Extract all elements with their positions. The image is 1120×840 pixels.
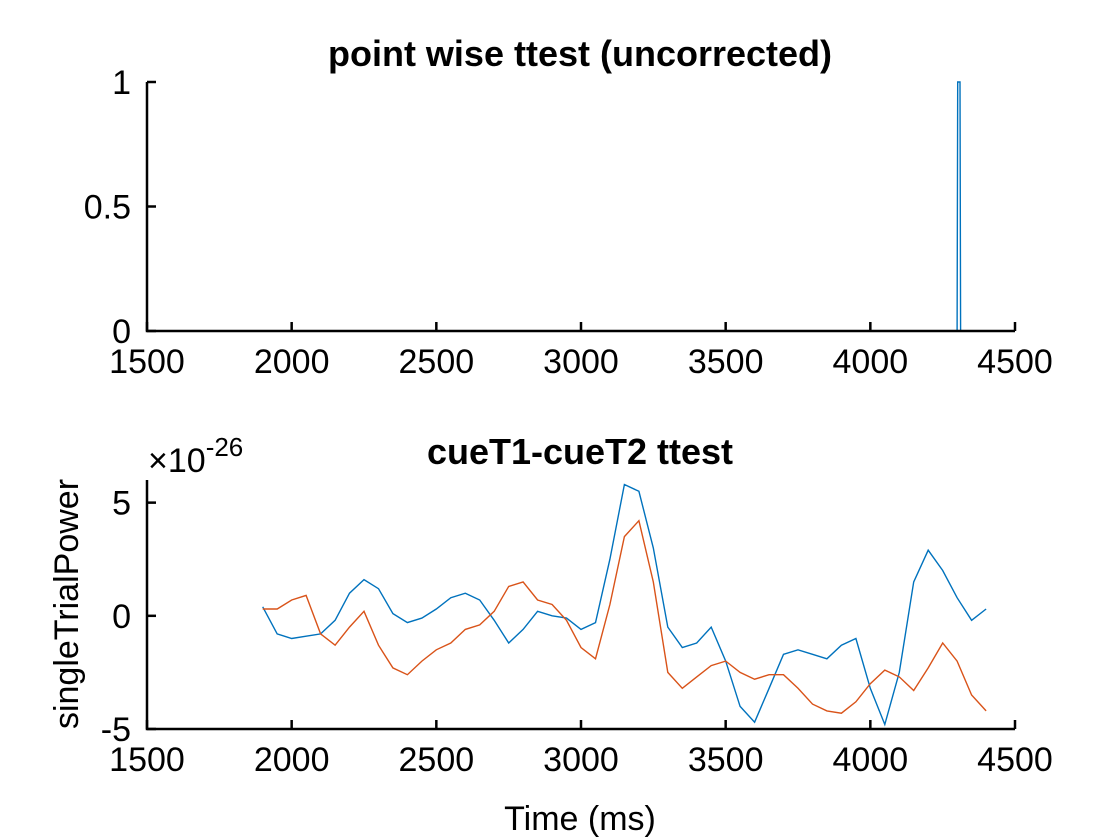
x-ticks: 1500 2000 2500 3000 3500 4000 4500	[109, 322, 1053, 381]
x-tick-label: 2000	[254, 741, 330, 779]
series-line-1	[262, 81, 987, 332]
axes-frame	[145, 82, 1015, 333]
y-ticks: -5 0 5	[101, 485, 156, 749]
x-tick-label: 3000	[543, 741, 619, 779]
y-tick-label: -5	[101, 711, 131, 749]
x-tick-label: 4500	[977, 741, 1053, 779]
x-tick-label: 2500	[399, 741, 475, 779]
exponent-base: ×10	[148, 442, 206, 480]
y-tick-label: 0	[112, 598, 131, 636]
exponent-power: -26	[206, 432, 244, 462]
x-tick-label: 4000	[833, 343, 909, 381]
series-group	[262, 483, 987, 727]
y-tick-label: 1	[112, 64, 131, 102]
x-tick-label: 2000	[254, 343, 330, 381]
chart-title: point wise ttest (uncorrected)	[328, 33, 832, 74]
y-tick-label: 0	[112, 313, 131, 351]
series-line-1	[262, 483, 987, 727]
series-line-2	[262, 519, 987, 714]
pointwise-ttest-chart: point wise ttest (uncorrected) 1500 2000 2…	[84, 33, 1053, 381]
chart-title: cueT1-cueT2 ttest	[427, 431, 733, 472]
y-tick-label: 5	[112, 485, 131, 523]
x-tick-label: 3000	[543, 343, 619, 381]
y-axis-label: singleTrialPower	[48, 479, 86, 729]
x-tick-label: 1500	[109, 343, 185, 381]
x-tick-label: 3500	[688, 741, 764, 779]
series-group	[262, 81, 987, 332]
cue-ttest-chart: cueT1-cueT2 ttest ×10-26 1500 2000 2500 300…	[48, 431, 1053, 838]
y-tick-label: 0.5	[84, 189, 131, 227]
x-tick-label: 4000	[833, 741, 909, 779]
axes-frame	[145, 480, 1015, 731]
x-axis-label: Time (ms)	[504, 800, 656, 838]
x-tick-label: 2500	[399, 343, 475, 381]
x-ticks: 1500 2000 2500 3000 3500 4000 4500	[109, 720, 1053, 779]
x-tick-label: 1500	[109, 741, 185, 779]
x-tick-label: 3500	[688, 343, 764, 381]
y-ticks: 00.51	[84, 64, 156, 351]
x-tick-label: 4500	[977, 343, 1053, 381]
exponent-label: ×10-26	[148, 432, 243, 480]
